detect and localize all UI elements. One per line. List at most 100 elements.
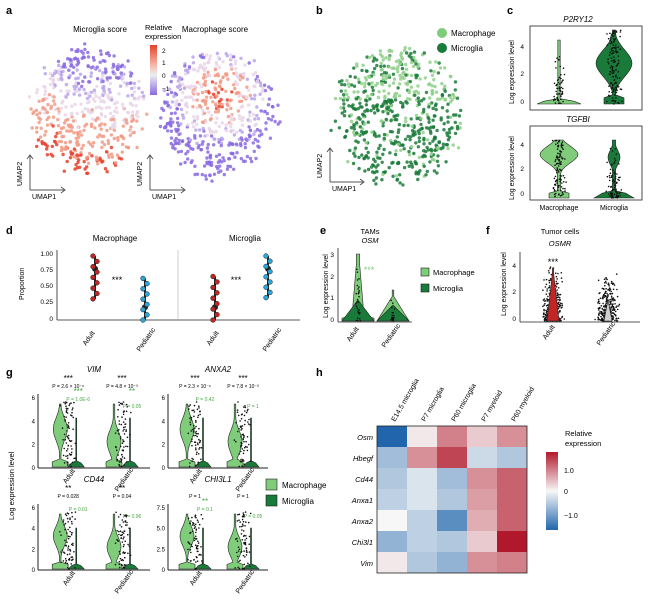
jitter-point [600, 313, 603, 315]
umap-point [120, 150, 125, 154]
jitter-point [191, 457, 193, 460]
jitter-point [613, 172, 616, 174]
umap-point [349, 113, 354, 117]
umap-point [183, 95, 187, 100]
umap-point [267, 85, 271, 89]
umap-point [422, 136, 426, 141]
jitter-point [559, 189, 562, 192]
umap-point [341, 106, 346, 110]
umap-point [453, 120, 457, 125]
umap-point [35, 91, 39, 95]
jitter-point [190, 531, 192, 534]
jitter-point [611, 297, 613, 299]
jitter-point [611, 180, 614, 182]
d-points [90, 253, 273, 323]
c-top-tick-0: 0 [520, 99, 524, 106]
jitter-point [245, 547, 248, 549]
jitter-point [197, 463, 200, 465]
umap-point [205, 73, 209, 78]
umap-point [227, 157, 231, 161]
umap-point [112, 128, 117, 132]
umap-point [362, 84, 367, 89]
jitter-point [558, 93, 561, 95]
umap-point [105, 76, 109, 80]
jitter-point [240, 458, 242, 461]
jitter-point [233, 439, 236, 441]
umap-point [43, 107, 47, 111]
umap-point [414, 76, 418, 80]
umap-point [128, 133, 133, 137]
jitter-point [609, 186, 612, 188]
umap-point [441, 145, 445, 149]
jitter-point [548, 285, 551, 287]
umap-point [362, 138, 367, 142]
umap-point [112, 117, 116, 122]
jitter-point [613, 188, 615, 191]
jitter-point [187, 548, 189, 551]
umap-point [443, 89, 447, 93]
umap-point [417, 139, 421, 144]
legend-title-a-1: Relative [145, 23, 172, 32]
jitter-point [242, 452, 245, 455]
umap-point [376, 108, 380, 113]
jitter-point [68, 404, 70, 407]
umap-point [98, 123, 102, 128]
jitter-point [116, 430, 119, 432]
umap-point [252, 149, 256, 154]
jitter-point [239, 526, 241, 528]
umap-point [72, 65, 76, 70]
umap-point [121, 105, 125, 110]
jitter-point [559, 83, 561, 85]
jitter-point [608, 174, 611, 177]
jitter-point [556, 148, 559, 150]
jitter-point [190, 419, 192, 421]
jitter-point [359, 319, 362, 322]
jitter-point [68, 453, 71, 455]
jitter-point [612, 44, 615, 46]
jitter-point [600, 305, 603, 307]
jitter-point [239, 450, 242, 453]
umap-point [103, 59, 107, 63]
umap-point [391, 72, 396, 77]
jitter-point [66, 448, 69, 450]
jitter-point [609, 38, 612, 40]
umap-point [94, 105, 99, 110]
jitter-point [556, 171, 558, 174]
d-point [94, 269, 100, 275]
jitter-point [612, 179, 615, 181]
jitter-point [562, 193, 564, 195]
umap-point [45, 123, 50, 127]
umap-point [269, 118, 274, 122]
jitter-point [195, 432, 198, 435]
jitter-point [617, 71, 619, 73]
g-violin-macrophage [178, 513, 196, 570]
umap-point [68, 74, 72, 78]
umap-point [61, 147, 65, 151]
jitter-point [240, 426, 242, 429]
umap-point [50, 144, 54, 149]
umap-point [89, 90, 93, 95]
umap-point [108, 111, 113, 116]
umap-point [237, 91, 241, 95]
jitter-point [358, 278, 360, 280]
jitter-point [120, 559, 123, 562]
umap-point [106, 96, 111, 100]
umap-point [432, 70, 436, 74]
umap-point [413, 93, 417, 97]
violins-c [536, 29, 636, 199]
jitter-point [610, 193, 612, 196]
jitter-point [120, 461, 122, 463]
umap-point [245, 95, 249, 100]
umap-point [36, 138, 41, 142]
e-tick-1: 1 [330, 295, 334, 302]
jitter-point [240, 429, 242, 431]
umap-point [82, 159, 86, 164]
umap-point [348, 148, 352, 153]
umap-point [431, 106, 435, 111]
umap-point [77, 93, 82, 97]
jitter-point [67, 547, 69, 549]
jitter-point [242, 433, 244, 436]
jitter-point [598, 307, 601, 310]
umap-point [113, 120, 117, 125]
umap-point [409, 160, 413, 164]
